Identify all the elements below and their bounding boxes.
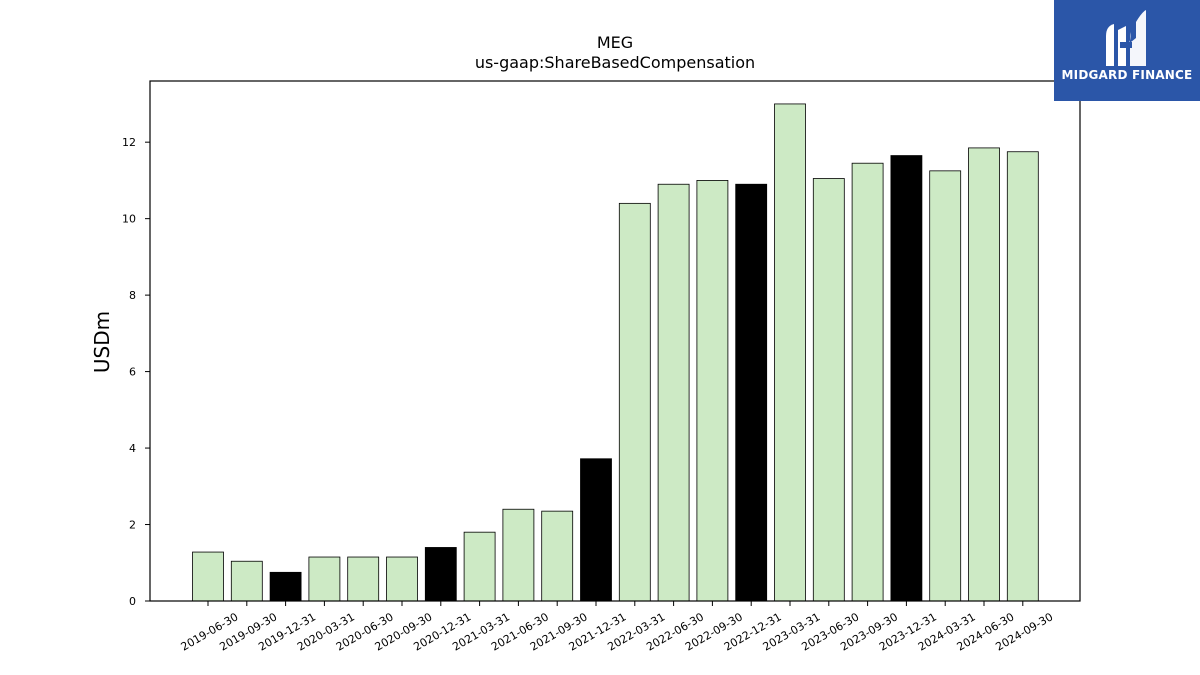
bar-2021-12-31 xyxy=(580,458,612,602)
bar-2023-06-30 xyxy=(812,178,845,602)
bar-2022-06-30 xyxy=(657,183,690,602)
bar-2021-06-30 xyxy=(502,508,535,602)
midgard-logo-icon xyxy=(1106,10,1146,66)
y-tick-label: 2 xyxy=(129,519,136,532)
bar-2020-03-31 xyxy=(308,556,341,602)
y-tick-label: 4 xyxy=(129,442,136,455)
bar-2024-06-30 xyxy=(968,147,1000,602)
bar-2023-09-30 xyxy=(851,162,884,602)
y-tick-label: 8 xyxy=(129,289,136,302)
y-axis: 0 2 4 6 8 10 12 xyxy=(122,136,150,608)
bar-2019-09-30 xyxy=(230,560,263,602)
bar-2021-09-30 xyxy=(541,510,574,602)
bar-2022-09-30 xyxy=(696,180,729,602)
y-axis-label: USDm xyxy=(90,311,114,373)
x-axis: 2019-06-302019-09-302019-12-312020-03-31… xyxy=(179,601,1055,654)
y-tick-label: 12 xyxy=(122,136,136,149)
midgard-finance-logo: MIDGARD FINANCE xyxy=(1054,0,1200,101)
bar-2023-12-31 xyxy=(890,155,923,602)
plot-frame xyxy=(149,80,1081,602)
chart-title: MEG xyxy=(597,33,633,52)
bar-2023-03-31 xyxy=(774,103,806,602)
y-tick-label: 6 xyxy=(129,366,136,379)
bar-2021-03-31 xyxy=(463,531,496,602)
bar-2020-06-30 xyxy=(347,556,380,602)
bars xyxy=(192,103,1039,602)
logo-text: MIDGARD FINANCE xyxy=(1061,68,1193,82)
bar-2019-06-30 xyxy=(192,551,224,602)
bar-2024-09-30 xyxy=(1006,151,1039,602)
bar-2020-12-31 xyxy=(424,547,457,602)
y-tick-label: 10 xyxy=(122,213,136,226)
bar-2019-12-31 xyxy=(269,571,302,602)
y-tick-label: 0 xyxy=(129,595,136,608)
bar-2022-03-31 xyxy=(618,202,651,602)
chart-subtitle: us-gaap:ShareBasedCompensation xyxy=(475,53,755,72)
bar-2022-12-31 xyxy=(735,183,768,602)
bar-2024-03-31 xyxy=(929,170,962,602)
bar-2020-09-30 xyxy=(386,556,418,602)
